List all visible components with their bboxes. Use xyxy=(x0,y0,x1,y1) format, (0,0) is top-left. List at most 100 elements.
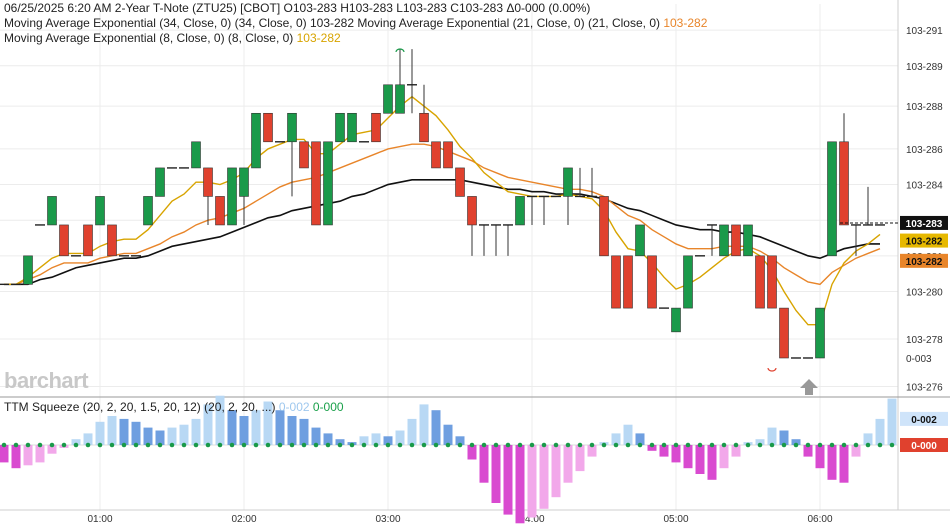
candle-down xyxy=(431,141,441,169)
y-tick-label: 103-288 xyxy=(906,102,943,113)
squeeze-dot xyxy=(517,442,523,448)
header-instrument[interactable]: 2-Year T-Note (ZTU25) [CBOT] xyxy=(114,1,281,15)
squeeze-dot xyxy=(721,442,727,448)
ttm-bar-positive xyxy=(287,416,297,445)
candle-up xyxy=(635,224,645,257)
ttm-value1: 0-002 xyxy=(278,400,310,414)
header-date: 06/25/2025 xyxy=(4,1,65,15)
squeeze-dot xyxy=(61,442,67,448)
squeeze-dot xyxy=(349,442,355,448)
squeeze-dot xyxy=(1,442,7,448)
ttm-bar-negative xyxy=(575,445,585,472)
squeeze-dot xyxy=(133,442,139,448)
ttm-bar-positive xyxy=(179,424,189,445)
ttm-bar-negative xyxy=(23,445,33,466)
ema21-params: (21, Close, 0) xyxy=(587,16,660,30)
candle-down xyxy=(107,224,117,257)
y-tick-label: 103-291 xyxy=(906,26,943,37)
y-tick-label: 103-286 xyxy=(906,145,943,156)
ema8-price-badge-bg xyxy=(900,233,948,248)
x-tick-label: 06:00 xyxy=(807,514,832,525)
ttm-bar-negative xyxy=(479,445,489,483)
squeeze-dot xyxy=(817,442,823,448)
candle-up xyxy=(515,196,525,226)
squeeze-dot xyxy=(709,442,715,448)
header-time: 6:20 AM xyxy=(67,1,112,15)
ttm-bar-positive xyxy=(791,439,801,445)
ttm-bar-positive xyxy=(275,410,285,445)
candle-up xyxy=(191,141,201,169)
squeeze-dot xyxy=(337,442,343,448)
squeeze-dot xyxy=(145,442,151,448)
ttm-bar-positive xyxy=(323,433,333,445)
candle-down xyxy=(623,255,633,309)
ttm-label[interactable]: TTM Squeeze (20, 2, 20, 1.5, 20, 12) xyxy=(4,400,201,414)
ttm-bar-positive xyxy=(335,439,345,445)
candle-down xyxy=(767,255,777,309)
candle-up xyxy=(47,196,57,226)
candle-up xyxy=(815,307,825,359)
squeeze-dot xyxy=(889,442,895,448)
ema21-label[interactable]: Moving Average Exponential (21, Close, 0… xyxy=(357,16,585,30)
squeeze-dot xyxy=(313,442,319,448)
squeeze-dot xyxy=(745,442,751,448)
ttm-bar-positive xyxy=(191,418,201,445)
ttm-bar-negative xyxy=(803,445,813,457)
squeeze-dot xyxy=(277,442,283,448)
ema8-params: (8, Close, 0) xyxy=(227,31,294,45)
candle-up xyxy=(335,112,345,143)
squeeze-dot xyxy=(865,442,871,448)
ttm-bar-positive xyxy=(227,410,237,445)
squeeze-dot xyxy=(217,442,223,448)
candle-down xyxy=(467,196,477,226)
ttm-bar-negative xyxy=(551,445,561,498)
squeeze-dot xyxy=(661,442,667,448)
candle-down xyxy=(647,255,657,309)
squeeze-dot xyxy=(733,442,739,448)
last-price-badge-bg xyxy=(900,215,948,230)
ttm-bar-positive xyxy=(71,439,81,445)
ttm-value2: 0-000 xyxy=(312,400,344,414)
header-ohlc: O103-283 H103-283 L103-283 C103-283 Δ0-0… xyxy=(283,1,591,15)
squeeze-dot xyxy=(193,442,199,448)
squeeze-dot xyxy=(625,442,631,448)
squeeze-dot xyxy=(85,442,91,448)
ema8-label[interactable]: Moving Average Exponential (8, Close, 0) xyxy=(4,31,225,45)
squeeze-dot xyxy=(781,442,787,448)
ema21-price-badge-bg xyxy=(900,253,948,268)
ttm-bar-negative xyxy=(563,445,573,483)
ema21-value: 103-282 xyxy=(663,16,708,30)
ttm-bar-negative xyxy=(719,445,729,469)
candle-up xyxy=(23,255,33,285)
ema34-label[interactable]: Moving Average Exponential (34, Close, 0… xyxy=(4,16,232,30)
candle-up xyxy=(95,196,105,226)
candle-up xyxy=(383,84,393,114)
squeeze-dot xyxy=(265,442,271,448)
ttm-legend-row: TTM Squeeze (20, 2, 20, 1.5, 20, 12) (20… xyxy=(4,400,344,414)
candle-up xyxy=(827,141,837,257)
squeeze-dot xyxy=(121,442,127,448)
squeeze-dot xyxy=(841,442,847,448)
ttm-bar-positive xyxy=(887,398,897,445)
squeeze-dot xyxy=(397,442,403,448)
ema8-line xyxy=(4,95,881,326)
ema34-value: 103-282 xyxy=(309,16,355,30)
x-tick-label: 04:00 xyxy=(519,514,544,525)
squeeze-dot xyxy=(565,442,571,448)
ttm-bar-positive xyxy=(431,410,441,445)
squeeze-dot xyxy=(505,442,511,448)
squeeze-dot xyxy=(13,442,19,448)
squeeze-dot xyxy=(37,442,43,448)
ttm-tick-label: 0-003 xyxy=(906,354,932,365)
ttm-bar-positive xyxy=(623,424,633,445)
squeeze-dot xyxy=(445,442,451,448)
scroll-latest-arrow-icon xyxy=(800,379,818,395)
ttm-params: (20, 2, 20, ...) xyxy=(204,400,276,414)
candle-up xyxy=(719,224,729,257)
squeeze-dot xyxy=(181,442,187,448)
ttm-bar-positive xyxy=(455,436,465,445)
ttm-bar-negative xyxy=(0,445,9,463)
candle-down xyxy=(311,141,321,226)
ttm-bar-positive xyxy=(215,395,225,445)
